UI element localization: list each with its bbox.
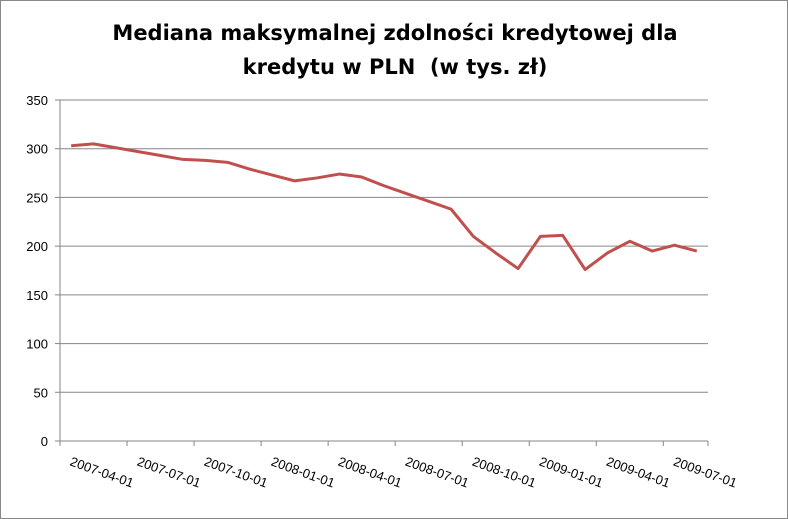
y-tick-label: 100 — [26, 337, 48, 352]
y-tick-label: 300 — [26, 142, 48, 157]
y-tick-label: 0 — [41, 434, 48, 449]
chart-title: kredytu w PLN (w tys. zł) — [243, 55, 548, 79]
y-tick-label: 200 — [26, 239, 48, 254]
y-tick-label: 350 — [26, 93, 48, 108]
y-tick-label: 150 — [26, 288, 48, 303]
line-series — [71, 142, 698, 272]
y-tick-label: 250 — [26, 190, 48, 205]
chart-title: Mediana maksymalnej zdolności kredytowej… — [112, 21, 677, 45]
y-tick-label: 50 — [34, 385, 48, 400]
